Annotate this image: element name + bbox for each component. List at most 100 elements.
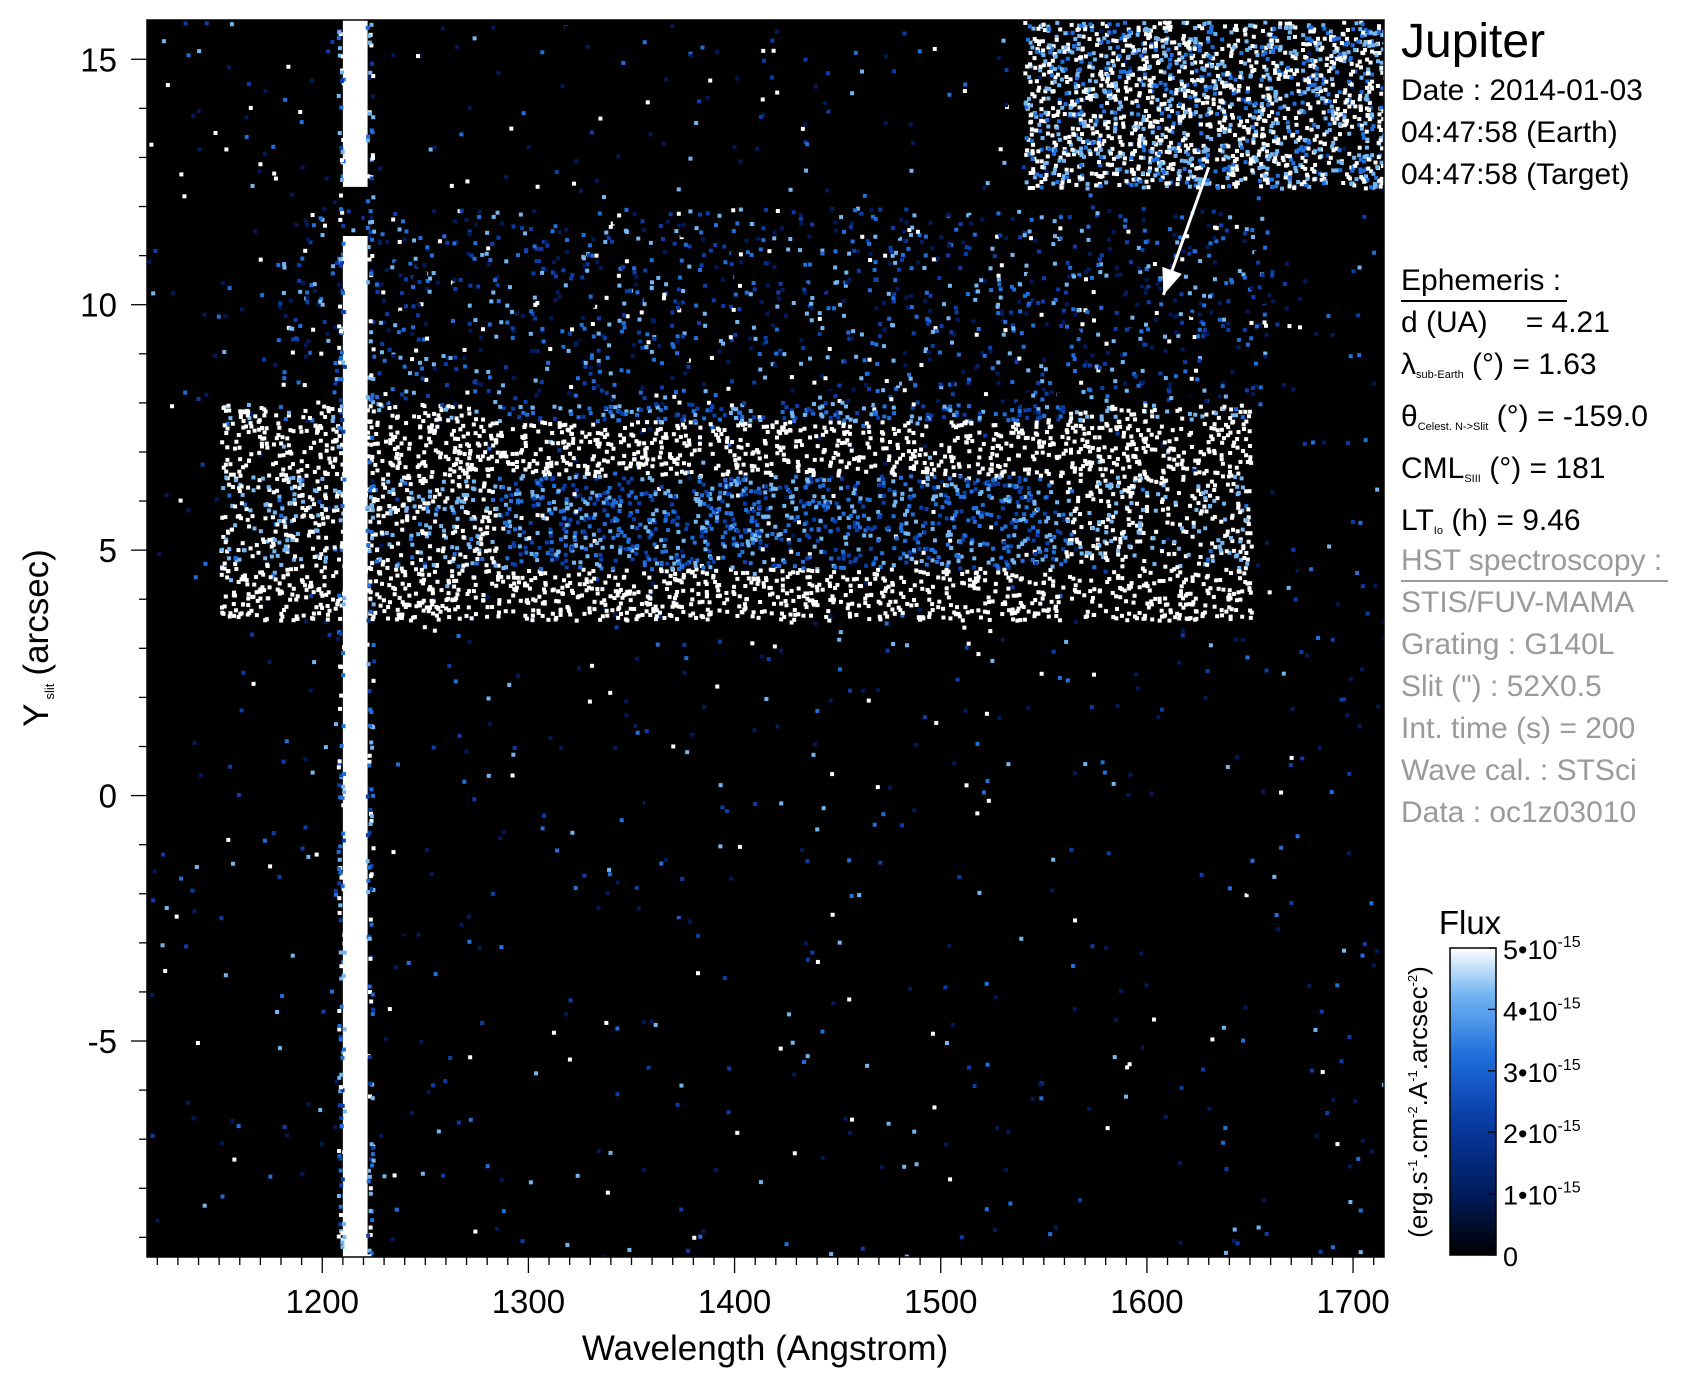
flux-pixel [405, 488, 410, 493]
flux-pixel [531, 597, 536, 602]
flux-pixel [1335, 602, 1340, 607]
flux-pixel [900, 823, 905, 828]
flux-pixel [442, 528, 447, 533]
flux-pixel [989, 513, 994, 518]
flux-pixel [1246, 522, 1251, 527]
flux-pixel [1053, 167, 1058, 172]
flux-pixel [1021, 1015, 1026, 1020]
flux-pixel [478, 527, 483, 532]
flux-pixel [1105, 1126, 1110, 1131]
flux-pixel [862, 533, 867, 538]
flux-pixel [1325, 690, 1330, 695]
flux-pixel [758, 1180, 763, 1185]
flux-pixel [618, 550, 623, 555]
flux-pixel [796, 586, 801, 591]
flux-pixel [469, 951, 474, 956]
flux-pixel [680, 565, 685, 570]
flux-pixel [901, 551, 906, 556]
flux-pixel [371, 499, 376, 504]
flux-pixel [789, 515, 794, 520]
flux-pixel [394, 563, 399, 568]
flux-pixel [433, 145, 438, 150]
flux-pixel [469, 516, 474, 521]
flux-pixel [314, 1201, 319, 1206]
flux-pixel [1246, 316, 1251, 321]
flux-pixel [725, 808, 730, 813]
flux-pixel [230, 484, 235, 489]
flux-pixel [404, 1181, 409, 1186]
flux-pixel [849, 446, 854, 451]
flux-pixel [530, 613, 535, 618]
flux-pixel [227, 493, 232, 498]
flux-pixel [372, 497, 377, 502]
flux-pixel [579, 593, 584, 598]
flux-pixel [776, 290, 781, 295]
flux-pixel [1124, 599, 1129, 604]
flux-pixel [526, 600, 531, 605]
flux-pixel [688, 209, 693, 214]
flux-pixel [805, 142, 810, 147]
flux-pixel [1016, 553, 1021, 558]
flux-pixel [313, 1206, 318, 1211]
flux-pixel [587, 524, 592, 529]
flux-pixel [895, 442, 900, 447]
flux-pixel [1222, 517, 1227, 522]
flux-pixel [1139, 284, 1144, 289]
flux-pixel [510, 452, 515, 457]
flux-pixel [1356, 313, 1361, 318]
flux-pixel [914, 742, 919, 747]
flux-pixel [511, 541, 516, 546]
flux-pixel [655, 405, 660, 410]
flux-pixel [1080, 437, 1085, 442]
flux-pixel [845, 577, 850, 582]
flux-pixel [375, 468, 380, 473]
flux-pixel [1043, 495, 1048, 500]
flux-pixel [1237, 565, 1242, 570]
flux-pixel [961, 369, 966, 374]
flux-pixel [1138, 473, 1143, 478]
flux-pixel [456, 587, 461, 592]
flux-pixel [589, 579, 594, 584]
flux-pixel [882, 494, 887, 499]
flux-pixel [492, 658, 497, 663]
flux-pixel [460, 568, 465, 573]
flux-pixel [549, 460, 554, 465]
flux-pixel [147, 259, 152, 264]
flux-pixel [580, 275, 585, 280]
flux-pixel [1161, 483, 1166, 488]
flux-pixel [619, 611, 624, 616]
flux-pixel [1228, 614, 1233, 619]
flux-pixel [190, 888, 195, 893]
flux-pixel [790, 500, 795, 505]
flux-pixel [1038, 549, 1043, 554]
flux-pixel [377, 595, 382, 600]
flux-pixel [779, 611, 784, 616]
flux-pixel [828, 598, 833, 603]
flux-pixel [665, 581, 670, 586]
flux-pixel [1109, 519, 1114, 524]
flux-pixel [281, 759, 286, 764]
flux-pixel [825, 188, 830, 193]
flux-pixel [552, 404, 557, 409]
flux-pixel [1009, 544, 1014, 549]
flux-pixel [950, 487, 955, 492]
flux-pixel [527, 536, 532, 541]
flux-pixel [1176, 454, 1181, 459]
flux-pixel [548, 422, 553, 427]
flux-pixel [395, 465, 400, 470]
flux-pixel [977, 455, 982, 460]
flux-pixel [494, 440, 499, 445]
flux-pixel [1353, 69, 1358, 74]
flux-pixel [1244, 437, 1249, 442]
flux-pixel [959, 554, 964, 559]
flux-pixel [568, 612, 573, 617]
flux-pixel [246, 82, 251, 87]
flux-pixel [332, 508, 337, 513]
flux-pixel [591, 515, 596, 520]
flux-pixel [1132, 412, 1137, 417]
flux-pixel [989, 462, 994, 467]
flux-pixel [467, 589, 472, 594]
flux-pixel [845, 606, 850, 611]
flux-pixel [474, 409, 479, 414]
flux-pixel [810, 568, 815, 573]
